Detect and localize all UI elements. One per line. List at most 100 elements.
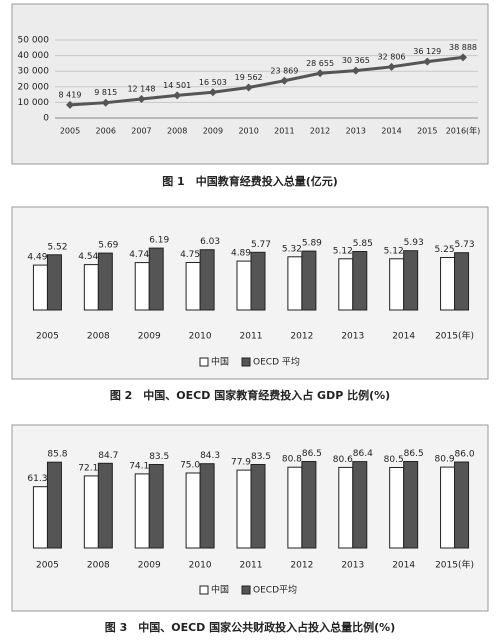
x-tick-label: 2013 [346, 127, 366, 136]
legend-label: 中国 [211, 356, 229, 368]
value-label: 86.0 [455, 450, 475, 460]
value-label: 83.5 [251, 452, 271, 462]
bar [301, 461, 317, 549]
bar [454, 252, 470, 311]
value-label: 32 806 [378, 52, 406, 61]
caption: 图 1 中国教育经费投入总量(亿元) [162, 174, 338, 188]
value-label: 38 888 [449, 43, 477, 52]
value-label: 30 365 [342, 56, 370, 65]
value-label: 5.85 [353, 239, 373, 249]
legend-label: 中国 [211, 584, 229, 596]
legend-swatch [241, 585, 251, 595]
bar [83, 264, 99, 311]
value-label: 86.5 [302, 449, 322, 459]
bar [250, 251, 266, 311]
value-label: 4.54 [78, 252, 98, 262]
value-label: 5.93 [404, 238, 424, 248]
caption: 图 2 中国、OECD 国家教育经费投入占 GDP 比例(%) [110, 388, 390, 402]
bar [148, 464, 164, 549]
value-label: 84.7 [98, 451, 118, 461]
bar [185, 262, 201, 311]
y-tick-label: 50 000 [18, 36, 50, 46]
caption: 图 3 中国、OECD 国家公共财政投入占投入总量比例(%) [105, 620, 395, 634]
x-tick-label: 2009 [138, 561, 161, 571]
value-label: 16 503 [199, 78, 227, 87]
x-tick-label: 2005 [60, 127, 80, 136]
bar [236, 260, 252, 311]
bar [389, 258, 405, 311]
y-tick-label: 40 000 [18, 51, 50, 61]
x-tick-label: 2007 [131, 127, 151, 136]
x-tick-label: 2011 [274, 127, 294, 136]
value-label: 80.5 [384, 455, 404, 465]
value-label: 83.5 [149, 452, 169, 462]
data-point [137, 95, 146, 104]
value-label: 80.9 [435, 455, 455, 465]
legend-swatch [199, 357, 209, 367]
bar [440, 466, 456, 549]
value-label: 19 562 [235, 73, 263, 82]
bar [338, 258, 354, 311]
data-point [208, 88, 217, 97]
value-label: 4.74 [129, 250, 149, 260]
data-point [351, 66, 360, 75]
value-label: 80.6 [333, 455, 353, 465]
bar [97, 252, 113, 311]
data-point [173, 91, 182, 100]
bar [134, 262, 150, 311]
data-line [69, 55, 464, 107]
value-label: 6.19 [149, 236, 169, 246]
x-tick-label: 2012 [290, 561, 313, 571]
bar [199, 249, 215, 311]
bar [301, 250, 317, 311]
legend-swatch [241, 357, 251, 367]
x-tick-label: 2010 [189, 561, 212, 571]
bar [97, 462, 113, 549]
chart-frame [11, 3, 489, 165]
x-tick-label: 2010 [189, 332, 212, 342]
x-tick-label: 2015(年) [435, 559, 474, 571]
data-point [316, 69, 325, 78]
x-tick-label: 2012 [290, 332, 313, 342]
bar [389, 467, 405, 549]
value-label: 4.89 [231, 249, 251, 259]
bar [338, 466, 354, 549]
bar [148, 247, 164, 311]
bar [352, 461, 368, 549]
y-tick-label: 0 [43, 114, 49, 124]
bar [199, 463, 215, 549]
value-label: 4.75 [180, 250, 200, 260]
data-point [459, 53, 467, 62]
value-label: 9 815 [94, 88, 117, 97]
value-label: 84.3 [200, 451, 220, 461]
value-label: 28 655 [306, 59, 334, 68]
x-tick-label: 2014 [392, 561, 415, 571]
bar [83, 475, 99, 549]
legend-label: OECD 平均 [253, 356, 300, 368]
value-label: 5.52 [47, 242, 67, 252]
y-tick-label: 10 000 [18, 98, 50, 108]
value-label: 5.69 [98, 241, 118, 251]
value-label: 36 129 [413, 47, 441, 56]
value-label: 75.0 [180, 461, 200, 471]
x-tick-label: 2009 [138, 332, 161, 342]
value-label: 80.8 [282, 455, 302, 465]
x-tick-label: 2015(年) [435, 330, 474, 342]
value-label: 23 869 [270, 66, 298, 75]
x-tick-label: 2008 [87, 332, 110, 342]
x-tick-label: 2015 [417, 127, 437, 136]
x-tick-label: 2011 [240, 561, 263, 571]
data-point [423, 57, 432, 66]
value-label: 77.9 [231, 458, 251, 468]
bar [250, 464, 266, 549]
value-label: 5.73 [455, 240, 475, 250]
value-label: 74.1 [129, 461, 149, 471]
value-label: 5.12 [333, 246, 353, 256]
bar [236, 469, 252, 549]
bar [32, 264, 48, 311]
data-point [101, 98, 110, 107]
x-tick-label: 2010 [238, 127, 258, 136]
x-tick-label: 2013 [341, 332, 364, 342]
bar [134, 473, 150, 549]
data-point [280, 76, 289, 85]
